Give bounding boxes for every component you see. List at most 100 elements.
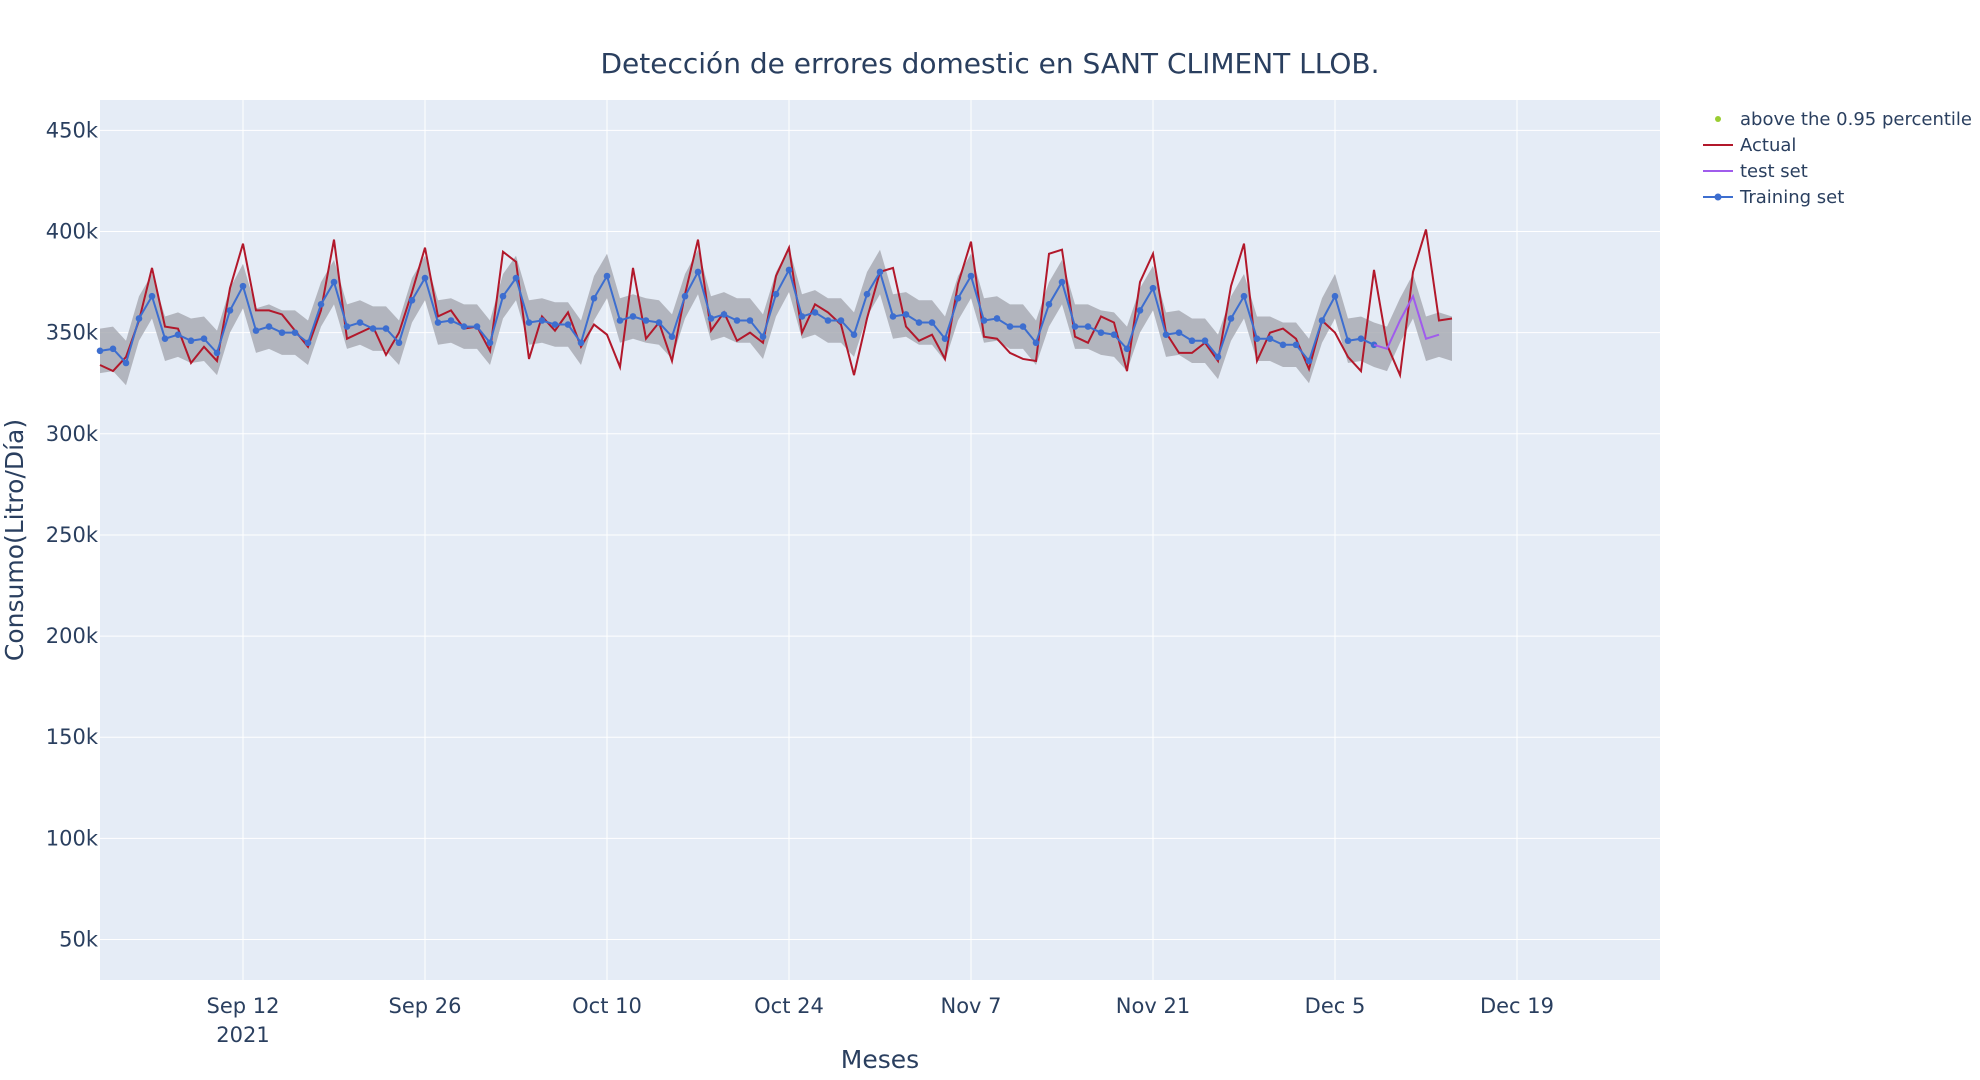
training-point bbox=[928, 319, 936, 326]
x-tick-label: Nov 21 bbox=[1116, 994, 1190, 1018]
training-point bbox=[278, 329, 286, 336]
training-point bbox=[1188, 337, 1196, 345]
training-point bbox=[96, 347, 104, 355]
training-point bbox=[1123, 345, 1131, 353]
training-point bbox=[1240, 292, 1248, 300]
y-tick-label: 400k bbox=[46, 219, 99, 243]
training-point bbox=[850, 331, 858, 338]
training-point bbox=[499, 292, 507, 300]
training-point bbox=[616, 317, 624, 324]
training-point bbox=[200, 335, 208, 343]
y-tick-label: 50k bbox=[59, 928, 99, 952]
training-point bbox=[226, 307, 234, 314]
training-point bbox=[1175, 329, 1183, 336]
chart-title: Detección de errores domestic en SANT CL… bbox=[601, 47, 1380, 80]
training-point bbox=[915, 319, 923, 326]
training-point bbox=[369, 325, 377, 332]
training-point bbox=[954, 294, 962, 302]
training-point bbox=[720, 311, 728, 318]
training-point bbox=[681, 292, 689, 300]
training-point bbox=[1201, 337, 1209, 345]
legend-item[interactable]: above the 0.95 percentile bbox=[1715, 109, 1972, 130]
training-point bbox=[486, 339, 494, 347]
training-point bbox=[785, 266, 793, 274]
x-tick-label: Sep 12 bbox=[207, 994, 280, 1018]
y-tick-label: 100k bbox=[46, 826, 99, 850]
legend-label: test set bbox=[1740, 161, 1808, 182]
training-point bbox=[902, 311, 910, 318]
training-point bbox=[577, 339, 585, 347]
training-point bbox=[655, 319, 663, 326]
training-point bbox=[1214, 353, 1222, 361]
training-point bbox=[1032, 339, 1040, 347]
training-point bbox=[603, 272, 611, 280]
training-point bbox=[1045, 301, 1053, 308]
training-point bbox=[876, 268, 884, 276]
training-point bbox=[993, 315, 1001, 322]
training-point bbox=[421, 274, 429, 282]
legend-item[interactable]: Training set bbox=[1703, 187, 1844, 208]
legend-dot-icon bbox=[1715, 116, 1721, 122]
training-point bbox=[252, 327, 260, 334]
training-point bbox=[473, 323, 481, 330]
confidence-band-area bbox=[100, 247, 1452, 386]
training-point bbox=[1344, 337, 1352, 345]
y-tick-label: 300k bbox=[46, 422, 99, 446]
training-point bbox=[317, 301, 325, 308]
training-point bbox=[1097, 329, 1105, 336]
training-point bbox=[1149, 284, 1157, 292]
legend[interactable]: above the 0.95 percentile Actual test set T… bbox=[1703, 109, 1972, 208]
training-point bbox=[1136, 307, 1144, 314]
legend-item[interactable]: Actual bbox=[1703, 135, 1796, 156]
x-tick-label: Sep 26 bbox=[389, 994, 462, 1018]
training-point bbox=[863, 290, 871, 298]
training-point bbox=[694, 268, 702, 276]
x-tick-year-label: 2021 bbox=[216, 1023, 269, 1047]
training-point bbox=[1318, 317, 1326, 324]
training-point bbox=[135, 315, 143, 322]
training-point bbox=[733, 317, 741, 324]
training-point bbox=[707, 315, 715, 322]
training-point bbox=[291, 329, 299, 336]
training-point bbox=[304, 339, 312, 347]
training-point bbox=[1162, 331, 1170, 338]
training-point bbox=[525, 319, 533, 326]
training-point bbox=[1071, 323, 1079, 330]
training-point bbox=[1357, 335, 1365, 343]
x-tick-label: Dec 19 bbox=[1480, 994, 1554, 1018]
training-point bbox=[1019, 323, 1027, 330]
training-point bbox=[551, 321, 559, 328]
series-layer bbox=[96, 229, 1453, 379]
x-tick-label: Nov 7 bbox=[940, 994, 1001, 1018]
training-point bbox=[1110, 331, 1118, 338]
training-point bbox=[122, 359, 130, 367]
training-point bbox=[1266, 335, 1274, 343]
legend-label: Actual bbox=[1740, 135, 1796, 156]
training-point bbox=[109, 345, 117, 353]
training-point bbox=[1305, 357, 1313, 365]
training-point bbox=[746, 317, 754, 324]
training-point bbox=[980, 317, 988, 324]
training-point bbox=[395, 339, 403, 347]
test-series-line bbox=[1373, 293, 1440, 351]
x-tick-label: Oct 10 bbox=[572, 994, 642, 1018]
training-point bbox=[330, 278, 338, 286]
y-axis-title: Consumo(Litro/Día) bbox=[0, 419, 29, 661]
legend-item[interactable]: test set bbox=[1703, 161, 1808, 182]
training-point bbox=[837, 317, 845, 324]
training-point bbox=[1227, 315, 1235, 322]
actual-series-line bbox=[99, 229, 1453, 379]
training-point bbox=[772, 290, 780, 298]
y-tick-label: 150k bbox=[46, 725, 99, 749]
y-tick-label: 250k bbox=[46, 523, 99, 547]
training-point bbox=[187, 337, 195, 345]
training-point bbox=[213, 349, 221, 357]
axis-ticks: 50k 100k 150k 200k 250k 300k 350k 400k 450k Sep 1… bbox=[46, 118, 1554, 1047]
training-point bbox=[1253, 335, 1261, 343]
training-point bbox=[564, 321, 572, 328]
training-point bbox=[642, 317, 650, 324]
training-point bbox=[343, 323, 351, 330]
training-point bbox=[512, 274, 520, 282]
y-tick-label: 200k bbox=[46, 624, 99, 648]
training-point bbox=[1331, 292, 1339, 300]
